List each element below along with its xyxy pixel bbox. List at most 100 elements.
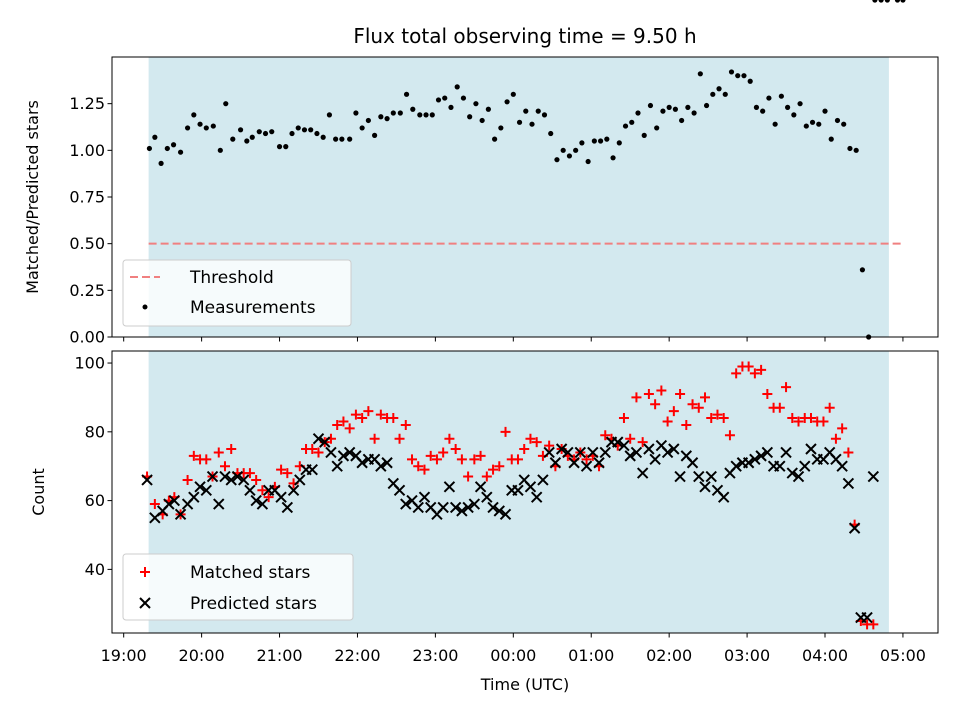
measurement-point [747, 78, 753, 84]
matched-stars-point [731, 368, 742, 379]
measurement-point [685, 104, 691, 110]
ratio-panel: 0.00 0.25 0.50 0.75 1.00 1.25 Matched/Predict… [23, 0, 939, 347]
measurement-point [203, 125, 209, 131]
x-tick-label: 01:00 [568, 646, 614, 665]
predicted-stars-point [867, 470, 880, 483]
x-tick-label: 21:00 [256, 646, 302, 665]
measurement-point [591, 138, 597, 144]
matched-stars-point [625, 433, 636, 444]
measurement-point [295, 125, 301, 131]
measurement-point [560, 147, 566, 153]
predicted-stars-point [163, 498, 175, 510]
predicted-stars-point [512, 484, 524, 496]
measurement-point [834, 117, 841, 124]
matched-stars-point [307, 444, 318, 455]
predicted-stars-point [555, 443, 568, 455]
ratio-y-axis-label: Matched/Predicted stars [23, 100, 42, 294]
y-tick-label: 80 [85, 422, 105, 441]
measurement-point [276, 144, 283, 150]
measurement-point [467, 114, 473, 120]
measurement-point [753, 104, 760, 110]
count-panel: 40 60 80 100 Count Matched stars Predicted … [29, 350, 939, 638]
matched-stars-point [226, 444, 237, 455]
matched-stars-point [693, 402, 704, 413]
measurement-point [390, 110, 396, 116]
matched-stars-point [656, 385, 667, 396]
predicted-stars-point [474, 481, 487, 493]
x-tick-label: 00:00 [490, 646, 536, 665]
x-tick-label: 05:00 [880, 646, 926, 665]
measurement-point [314, 130, 320, 137]
measurement-point [448, 104, 454, 110]
predicted-stars-point [786, 467, 798, 479]
predicted-stars-point [630, 446, 643, 459]
measurement-point [429, 112, 435, 118]
predicted-stars-point [456, 505, 468, 517]
matched-stars-point [375, 409, 386, 420]
matched-stars-point [431, 454, 442, 465]
measurement-point [803, 123, 809, 129]
matched-stars-point [350, 409, 361, 420]
predicted-stars-point [718, 491, 730, 503]
measurement-point [797, 101, 803, 107]
predicted-stars-point [174, 508, 187, 521]
threshold-legend-label: Threshold [189, 268, 274, 288]
predicted-stars-point [693, 470, 705, 483]
predicted-stars-point [281, 501, 294, 514]
matched-stars-point [749, 368, 760, 379]
measurement-point [308, 127, 314, 133]
matched-stars-point [675, 388, 686, 399]
y-tick-label: 1.00 [69, 141, 105, 160]
measurement-point [423, 112, 429, 118]
measurement-point [654, 125, 660, 131]
measurement-point [816, 121, 822, 127]
ratio-legend: Threshold Measurements [122, 259, 352, 327]
measurement-point [510, 91, 516, 97]
predicted-stars-point [206, 470, 219, 483]
y-tick-label: 60 [85, 491, 105, 510]
measurement-point [535, 108, 541, 114]
predicted-stars-point [587, 446, 599, 459]
matched-stars-point [244, 468, 255, 479]
matched-stars-point [837, 423, 848, 434]
predicted-stars-point [331, 460, 343, 472]
predicted-stars-point [200, 484, 212, 496]
measurement-point [884, 0, 890, 3]
matched-stars-point [824, 402, 835, 413]
matched-stars-point [344, 423, 355, 434]
predicted-stars-point [805, 443, 817, 455]
predicted-stars-point [213, 498, 225, 510]
measurement-point [417, 112, 423, 118]
predicted-stars-legend-label: Predicted stars [190, 594, 317, 614]
measurement-point [237, 127, 244, 133]
predicted-stars-point [493, 505, 505, 517]
measurements-legend-swatch [142, 304, 148, 310]
measurement-point [679, 117, 685, 124]
predicted-stars-point [799, 460, 811, 472]
predicted-stars-point [861, 611, 873, 624]
predicted-stars-point [375, 460, 387, 472]
predicted-stars-point [530, 491, 543, 503]
matched-stars-point [257, 485, 268, 496]
measurement-point [616, 140, 622, 146]
measurement-point [828, 136, 834, 142]
count-axes-frame [111, 350, 939, 634]
count-data-marks [142, 361, 880, 630]
matched-stars-point [338, 416, 349, 427]
matched-stars-legend-label: Matched stars [190, 563, 310, 583]
measurement-point [403, 91, 410, 97]
measurement-point [666, 104, 672, 110]
matched-stars-point [388, 413, 399, 424]
matched-stars-point [830, 433, 841, 444]
matched-stars-point [519, 444, 530, 455]
predicted-stars-point [337, 450, 350, 462]
measurement-point [289, 130, 295, 137]
matched-stars-point [282, 468, 293, 479]
x-tick-label: 04:00 [802, 646, 848, 665]
predicted-stars-point [356, 457, 368, 469]
measurement-point [485, 106, 491, 112]
x-tick-label: 03:00 [724, 646, 770, 665]
measurement-point [184, 125, 191, 131]
measurement-point [301, 127, 308, 133]
matched-stars-point [637, 437, 648, 448]
